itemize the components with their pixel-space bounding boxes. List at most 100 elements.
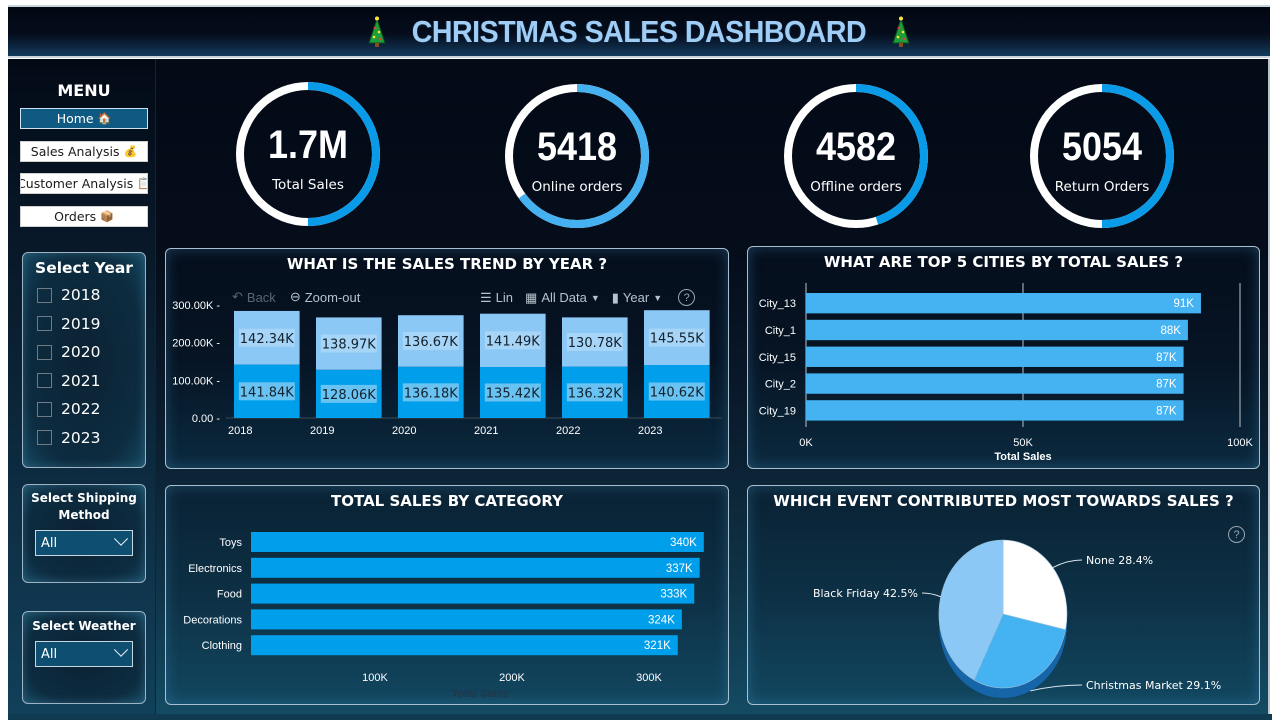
caret-down-icon: ▼ xyxy=(590,292,600,303)
year-option-2021[interactable]: 2021 xyxy=(23,367,145,396)
kpi-label: Offline orders xyxy=(810,179,902,195)
zoom-out-icon[interactable]: ⊖ xyxy=(289,289,301,304)
checkbox[interactable] xyxy=(37,316,52,332)
package-icon: 📦 xyxy=(100,210,114,223)
year-option-2023[interactable]: 2023 xyxy=(23,424,145,453)
shipping-title-line2: Method xyxy=(58,508,110,522)
calendar-icon[interactable]: ▦ xyxy=(525,289,538,305)
bar xyxy=(806,373,1184,394)
weather-dropdown[interactable]: All xyxy=(35,641,133,667)
top-cities-title: WHAT ARE TOP 5 CITIES BY TOTAL SALES ? xyxy=(823,253,1184,271)
year-option-label: 2019 xyxy=(61,314,101,333)
pie-slice-label: Black Friday 42.5% xyxy=(813,587,918,600)
kpi-label: Total Sales xyxy=(272,177,344,193)
sales-trend-chart: 0.00 - 100.00K - 200.00K - 300.00K - 141.84K… xyxy=(172,300,722,437)
year-option-2020[interactable]: 2020 xyxy=(23,338,145,367)
category-label: Toys xyxy=(219,537,242,549)
data-label-bg xyxy=(320,384,377,403)
year-option-2018[interactable]: 2018 xyxy=(23,281,145,310)
bar-value-label: 88K xyxy=(1160,325,1181,337)
pie-slice xyxy=(973,613,1066,689)
year-option-2022[interactable]: 2022 xyxy=(23,395,145,424)
event-title: WHICH EVENT CONTRIBUTED MOST TOWARDS SAL… xyxy=(773,492,1234,510)
y-tick-label: 0.00 - xyxy=(192,413,220,425)
checkbox[interactable] xyxy=(37,373,52,389)
category-panel: TOTAL SALES BY CATEGORY 340K Toys 337K Elec… xyxy=(165,485,729,705)
kpi-ring xyxy=(784,84,928,228)
dashboard-title: CHRISTMAS SALES DASHBOARD xyxy=(411,13,867,49)
nav-home-label: Home xyxy=(56,111,94,126)
checkbox[interactable] xyxy=(37,401,52,417)
help-icon[interactable]: ? xyxy=(678,289,696,306)
data-label-bg xyxy=(402,383,459,402)
top-cities-chart: 0K 50K 100K Total Sales 91K City_13 88K City_1 8… xyxy=(759,283,1254,463)
christmas-tree-icon xyxy=(365,15,389,48)
bar xyxy=(251,557,700,578)
top-cities-panel: WHAT ARE TOP 5 CITIES BY TOTAL SALES ? 0… xyxy=(747,246,1260,469)
weather-value: All xyxy=(41,646,58,662)
sales-trend-panel: WHAT IS THE SALES TREND BY YEAR ? ↶ Back… xyxy=(165,248,729,469)
kpi-value: 5418 xyxy=(536,125,618,169)
checkbox[interactable] xyxy=(37,287,52,303)
year-option-2019[interactable]: 2019 xyxy=(23,310,145,339)
back-button[interactable]: Back xyxy=(246,289,276,305)
nav-customer-analysis-label: Customer Analysis xyxy=(20,176,134,191)
shipping-method-dropdown[interactable]: All xyxy=(35,530,133,556)
year-option-label: 2023 xyxy=(61,428,101,447)
y-tick-label: 100.00K - xyxy=(172,375,220,387)
shipping-method-slicer: Select Shipping Method All xyxy=(22,484,146,583)
data-label-bg xyxy=(566,333,623,352)
event-panel: WHICH EVENT CONTRIBUTED MOST TOWARDS SAL… xyxy=(747,485,1260,705)
data-label-bg xyxy=(648,382,705,401)
kpi-offline-orders: 4582 Offline orders xyxy=(781,81,931,231)
y-tick-label: 200.00K - xyxy=(172,338,220,350)
nav-customer-analysis-button[interactable]: Customer Analysis 📋 xyxy=(20,173,148,194)
category-label: City_13 xyxy=(759,298,796,310)
money-bag-icon: 💰 xyxy=(123,145,138,158)
nav-orders-button[interactable]: Orders 📦 xyxy=(20,206,148,227)
checkbox[interactable] xyxy=(37,344,52,360)
back-arrow-icon[interactable]: ↶ xyxy=(232,289,243,304)
data-label-bg xyxy=(238,382,295,401)
data-label: 130.78K xyxy=(568,336,622,351)
x-tick-label: 0K xyxy=(799,437,813,449)
weather-slicer: Select Weather All xyxy=(22,611,146,704)
main-canvas: 1.7M Total Sales 5418 Online orders 4582… xyxy=(156,59,1270,714)
bar xyxy=(251,635,678,656)
bar-chart-icon[interactable]: ▮ xyxy=(611,289,619,305)
category-title: TOTAL SALES BY CATEGORY xyxy=(331,492,563,510)
clipboard-icon: 📋 xyxy=(137,178,147,189)
nav-sales-analysis-button[interactable]: Sales Analysis 💰 xyxy=(20,141,148,162)
scale-button[interactable]: Lin xyxy=(495,290,514,305)
bar-value-label: 340K xyxy=(670,537,697,549)
x-tick-label: 100K xyxy=(1227,437,1253,449)
bar-value-label: 91K xyxy=(1173,298,1194,310)
year-option-label: 2022 xyxy=(61,400,101,419)
x-tick-label: 2019 xyxy=(310,425,334,437)
x-axis-title: Total Sales xyxy=(994,451,1051,463)
data-label-bg xyxy=(320,334,377,353)
year-option-label: 2020 xyxy=(61,343,101,362)
leader-line xyxy=(1030,684,1083,692)
zoom-out-button[interactable]: Zoom-out xyxy=(304,289,361,305)
data-label-bg xyxy=(566,383,623,402)
category-label: City_19 xyxy=(759,405,796,417)
leader-line xyxy=(1052,559,1083,568)
level-dropdown[interactable]: Year xyxy=(622,290,650,305)
x-tick-label: 2023 xyxy=(638,425,662,437)
range-dropdown[interactable]: All Data xyxy=(541,290,587,305)
checkbox[interactable] xyxy=(37,430,52,446)
help-icon[interactable]: ? xyxy=(1228,526,1245,543)
sidebar: MENU Home 🏠 Sales Analysis 💰 Customer An… xyxy=(8,59,156,714)
christmas-tree-icon xyxy=(889,16,913,48)
data-label: 138.97K xyxy=(322,338,376,353)
bottom-strip xyxy=(8,714,1272,720)
chevron-down-icon xyxy=(113,531,129,546)
year-option-label: 2021 xyxy=(61,371,101,390)
category-label: City_15 xyxy=(759,352,796,364)
kpi-ring xyxy=(1030,84,1174,228)
category-label: Electronics xyxy=(188,563,242,575)
nav-home-button[interactable]: Home 🏠 xyxy=(20,108,148,129)
list-icon[interactable]: ☰ xyxy=(480,289,492,305)
